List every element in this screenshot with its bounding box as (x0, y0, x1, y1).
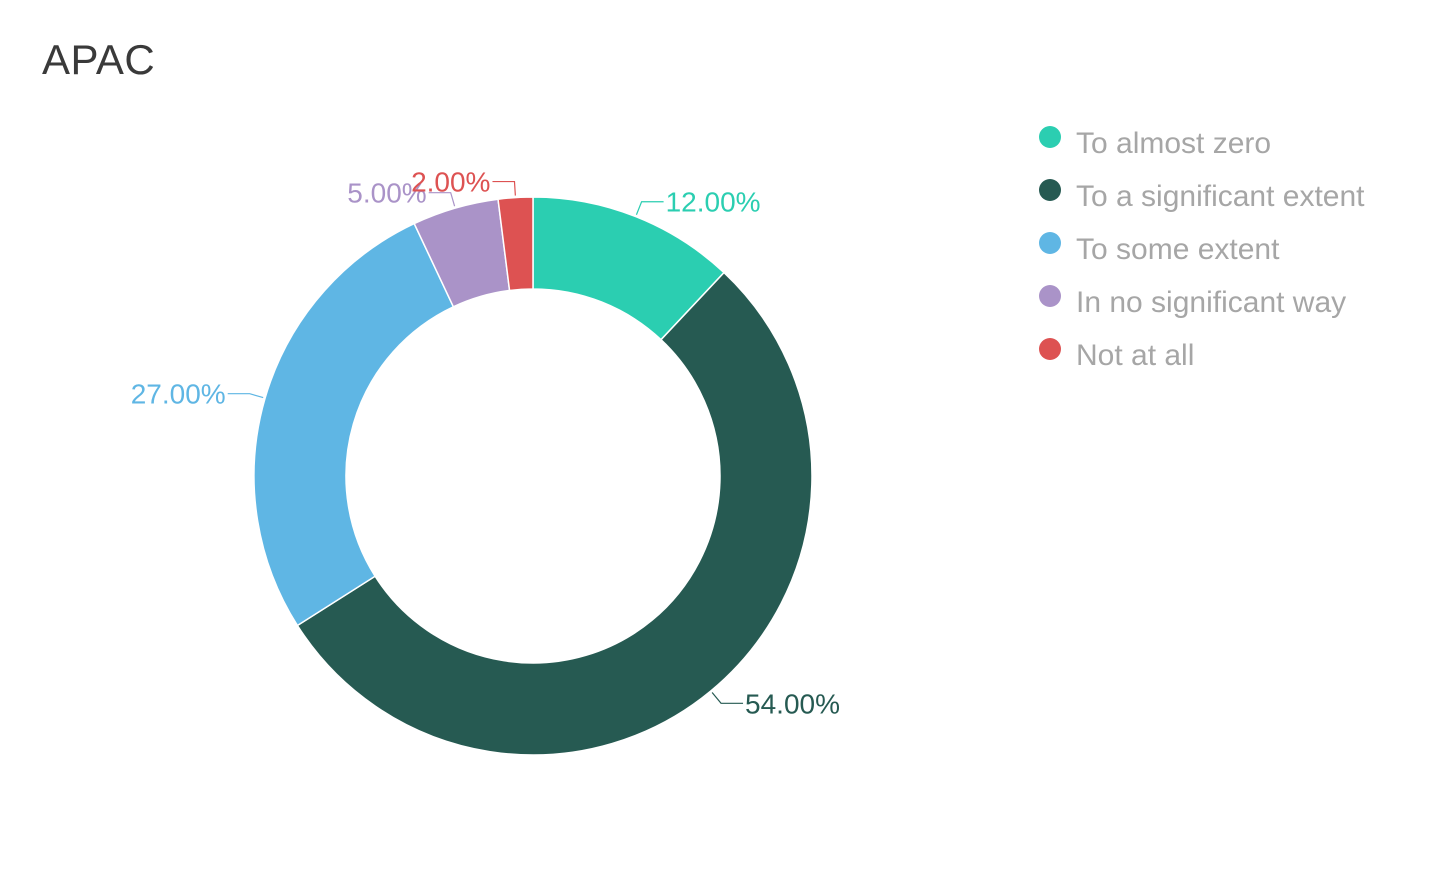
donut-chart: 12.00% 54.00% 27.00% 5.00%2.00% (131, 167, 840, 756)
leader-line-not-at-all (492, 180, 516, 196)
data-label-in-no-significant-way: 5.00% (347, 178, 426, 209)
legend-item-to-some-extent[interactable]: To some extent (1038, 230, 1418, 269)
donut-slice-not-at-all[interactable] (497, 196, 534, 292)
legend-swatch-icon (1039, 232, 1061, 254)
data-label-not-at-all: 2.00% (411, 167, 490, 198)
legend-item-to-almost-zero[interactable]: To almost zero (1038, 124, 1418, 163)
data-label-to-a-significant-extent: 54.00% (745, 688, 840, 719)
legend-label: In no significant way (1076, 286, 1347, 319)
donut-slice-to-some-extent[interactable] (253, 222, 455, 627)
legend-item-to-a-significant-extent[interactable]: To a significant extent (1038, 177, 1418, 216)
leader-line-to-almost-zero (635, 201, 664, 215)
legend-label: To a significant extent (1076, 180, 1365, 213)
legend-swatch-icon (1039, 285, 1061, 307)
legend-swatch-icon (1039, 179, 1061, 201)
leader-line-in-no-significant-way (428, 192, 456, 207)
chart-title: APAC (42, 36, 156, 83)
legend-swatch-icon (1039, 126, 1061, 148)
leader-line-to-some-extent (227, 393, 264, 399)
legend-label: To almost zero (1076, 127, 1272, 160)
data-label-to-almost-zero: 12.00% (666, 187, 761, 218)
donut-slice-to-a-significant-extent[interactable] (296, 271, 813, 756)
leader-line-to-a-significant-extent (711, 692, 744, 704)
legend: To almost zero To a significant extent To … (1038, 124, 1418, 389)
data-label-to-some-extent: 27.00% (131, 379, 226, 410)
legend-label: To some extent (1076, 233, 1280, 266)
legend-swatch-icon (1039, 338, 1061, 360)
legend-label: Not at all (1076, 339, 1195, 372)
legend-item-not-at-all[interactable]: Not at all (1038, 336, 1418, 375)
legend-item-in-no-significant-way[interactable]: In no significant way (1038, 283, 1418, 322)
